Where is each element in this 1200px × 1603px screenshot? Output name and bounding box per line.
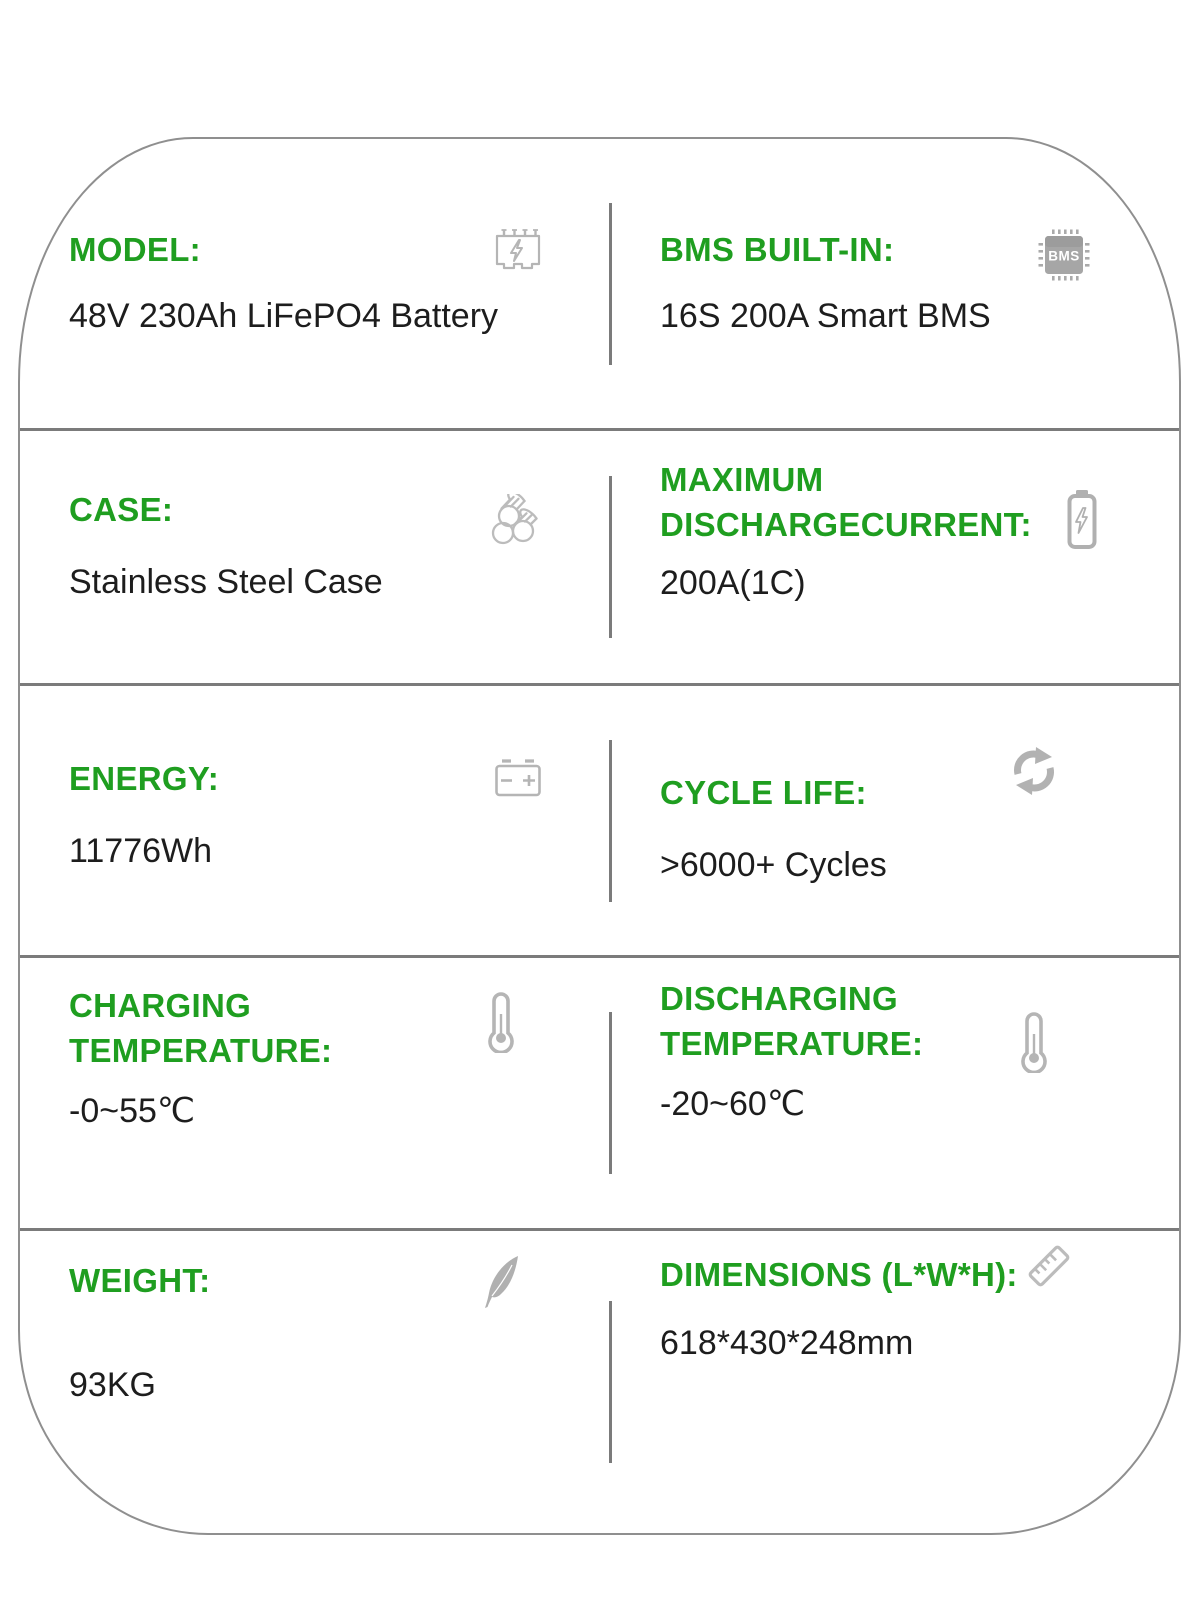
column-divider	[609, 739, 612, 902]
bms-chip-label: BMS	[1048, 249, 1080, 264]
spec-value: 11776Wh	[69, 832, 213, 871]
spec-value: >6000+ Cycles	[660, 846, 887, 885]
spec-value: -0~55℃	[69, 1091, 196, 1130]
spec-value: Stainless Steel Case	[69, 563, 383, 602]
ruler-icon	[1022, 1239, 1076, 1293]
spec-cell-bms: BMS BUILT-IN: 16S 200A Smart BMS BMS	[609, 139, 1179, 428]
spec-value: 16S 200A Smart BMS	[660, 297, 991, 335]
battery-module-icon	[491, 227, 545, 275]
spec-cell-dimensions: DIMENSIONS (L*W*H): 618*430*248mm	[609, 1231, 1179, 1533]
spec-value: 618*430*248mm	[660, 1323, 914, 1362]
spec-cell-model: MODEL: 48V 230Ah LiFePO4 Battery	[20, 139, 609, 428]
spec-value: -20~60℃	[660, 1084, 805, 1123]
spec-cell-discharging-temp: DISCHARGING TEMPERATURE: -20~60℃	[609, 958, 1179, 1228]
spec-label: ENERGY:	[69, 760, 220, 798]
spec-label: CASE:	[69, 491, 174, 529]
thermometer-icon	[485, 991, 517, 1053]
bms-chip-icon: BMS	[1038, 229, 1090, 281]
spec-label: MAXIMUM DISCHARGECURRENT:	[660, 461, 1032, 544]
spec-value: 93KG	[69, 1365, 156, 1404]
spec-label: WEIGHT:	[69, 1261, 211, 1299]
spec-label: BMS BUILT-IN:	[660, 231, 895, 268]
spec-label: CYCLE LIFE:	[660, 774, 867, 812]
column-divider	[609, 476, 612, 639]
column-divider	[609, 202, 612, 365]
spec-cell-case: CASE: Stainless Steel Case	[20, 431, 609, 683]
spec-label: DISCHARGING TEMPERATURE:	[660, 979, 924, 1062]
spec-cell-max-discharge-current: MAXIMUM DISCHARGECURRENT: 200A(1C)	[609, 431, 1179, 683]
spec-row-case-current: CASE: Stainless Steel Case MAXIMUM DISCH…	[20, 428, 1179, 683]
spec-cell-weight: WEIGHT: 93KG	[20, 1231, 609, 1533]
spec-value: 200A(1C)	[660, 564, 806, 603]
spec-cell-cycle-life: CYCLE LIFE: >6000+ Cycles	[609, 686, 1179, 954]
battery-bolt-icon	[1066, 489, 1098, 551]
feather-icon	[482, 1255, 522, 1311]
thermometer-icon	[1018, 1011, 1050, 1073]
spec-row-weight-dimensions: WEIGHT: 93KG DIMENSIONS (L*W*H): 618*430…	[20, 1227, 1179, 1533]
steel-pipes-icon	[490, 494, 540, 546]
spec-label: DIMENSIONS (L*W*H):	[660, 1255, 1018, 1293]
column-divider	[609, 1011, 612, 1174]
spec-row-model-bms: MODEL: 48V 230Ah LiFePO4 Battery BMS BUI…	[20, 139, 1179, 428]
car-battery-icon	[494, 758, 542, 800]
spec-value: 48V 230Ah LiFePO4 Battery	[69, 297, 499, 335]
spec-cell-charging-temp: CHARGING TEMPERATURE: -0~55℃	[20, 958, 609, 1228]
column-divider	[609, 1300, 612, 1463]
spec-card: MODEL: 48V 230Ah LiFePO4 Battery BMS BUI…	[18, 137, 1181, 1535]
spec-row-temperatures: CHARGING TEMPERATURE: -0~55℃ DISCHARGING…	[20, 954, 1179, 1228]
spec-label: MODEL:	[69, 231, 201, 268]
spec-cell-energy: ENERGY: 11776Wh	[20, 686, 609, 954]
cycle-arrows-icon	[1008, 746, 1060, 796]
spec-row-energy-cycle: ENERGY: 11776Wh CYCLE LIFE: >6000+ Cycle…	[20, 683, 1179, 954]
spec-label: CHARGING TEMPERATURE:	[69, 986, 333, 1069]
